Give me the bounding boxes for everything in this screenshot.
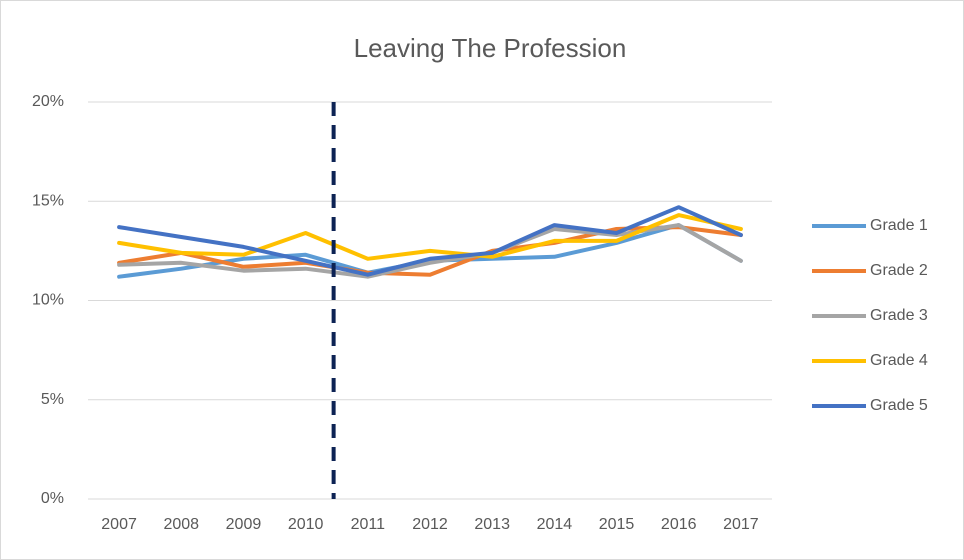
series-line xyxy=(117,213,743,261)
y-tick-label: 20% xyxy=(32,93,64,110)
series-line xyxy=(117,205,743,277)
legend-label: Grade 4 xyxy=(870,352,928,369)
x-tick-label: 2016 xyxy=(661,516,697,533)
legend-label: Grade 2 xyxy=(870,262,928,279)
y-tick-label: 15% xyxy=(32,192,64,209)
y-tick-label: 10% xyxy=(32,292,64,309)
x-tick-label: 2007 xyxy=(101,516,137,533)
legend-label: Grade 5 xyxy=(870,397,928,414)
chart-title: Leaving The Profession xyxy=(354,33,627,63)
x-tick-label: 2013 xyxy=(474,516,510,533)
x-tick-label: 2017 xyxy=(723,516,759,533)
x-tick-label: 2008 xyxy=(163,516,199,533)
legend-label: Grade 1 xyxy=(870,217,928,234)
x-tick-label: 2012 xyxy=(412,516,448,533)
x-tick-label: 2014 xyxy=(537,516,573,533)
x-tick-label: 2011 xyxy=(351,516,386,533)
y-tick-label: 0% xyxy=(41,490,64,507)
y-tick-label: 5% xyxy=(41,391,64,408)
x-tick-label: 2010 xyxy=(288,516,324,533)
x-tick-label: 2009 xyxy=(226,516,262,533)
x-tick-label: 2015 xyxy=(599,516,635,533)
legend-label: Grade 3 xyxy=(870,307,928,324)
series-line xyxy=(117,225,743,277)
